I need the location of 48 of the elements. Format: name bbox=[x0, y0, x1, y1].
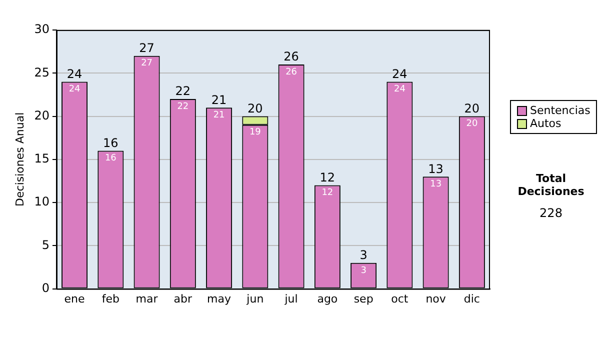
total-label: 20 bbox=[248, 101, 263, 116]
data-label: 12 bbox=[322, 188, 334, 198]
data-label: 19 bbox=[249, 128, 262, 138]
total-label: 24 bbox=[392, 66, 408, 81]
text: Total Decisiones bbox=[516, 172, 586, 198]
y-tick-label: 5 bbox=[42, 238, 50, 252]
y-tick-label: 15 bbox=[34, 152, 50, 166]
total-label: 3 bbox=[360, 248, 368, 262]
x-tick-label: feb bbox=[102, 292, 120, 306]
y-tick-label: 0 bbox=[42, 280, 50, 295]
y-tick-label: 10 bbox=[34, 194, 50, 209]
x-tick-label: dic bbox=[464, 292, 480, 306]
x-tick-label: jun bbox=[246, 292, 264, 306]
data-label: 20 bbox=[466, 119, 478, 130]
data-label: 24 bbox=[68, 84, 81, 95]
x-tick-label: sep bbox=[354, 292, 374, 306]
total-label: 24 bbox=[66, 66, 82, 81]
x-tick-label: abr bbox=[174, 292, 193, 306]
x-tick-label: may bbox=[207, 292, 232, 306]
x-tick-label: jul bbox=[284, 292, 298, 306]
data-label: 24 bbox=[394, 84, 406, 95]
data-label: 21 bbox=[213, 110, 225, 120]
legend-label: Autos bbox=[530, 117, 562, 130]
x-tick-label: nov bbox=[426, 292, 446, 306]
data-label: 27 bbox=[141, 58, 153, 69]
total-label: 27 bbox=[139, 41, 154, 56]
y-tick-label: 20 bbox=[34, 108, 50, 122]
data-label: 16 bbox=[104, 154, 117, 164]
total-label: 13 bbox=[428, 162, 444, 176]
y-axis-title: Decisiones Anual bbox=[13, 112, 26, 206]
x-tick-label: ago bbox=[317, 292, 338, 306]
total-label: 20 bbox=[464, 101, 480, 116]
total-label: 16 bbox=[103, 136, 118, 150]
y-tick-label: 30 bbox=[34, 22, 50, 36]
x-tick-label: ene bbox=[64, 292, 86, 306]
data-label: 3 bbox=[360, 266, 366, 276]
x-tick-label: oct bbox=[391, 292, 409, 306]
total-label: 12 bbox=[320, 170, 336, 184]
total-label: 22 bbox=[175, 84, 191, 98]
data-label: 22 bbox=[177, 102, 189, 112]
total-label: 21 bbox=[211, 92, 227, 107]
legend-label: Sentencias bbox=[530, 104, 590, 117]
y-tick-label: 25 bbox=[34, 65, 50, 80]
data-label: 13 bbox=[430, 179, 442, 190]
total-label: 26 bbox=[284, 50, 299, 64]
x-tick-label: mar bbox=[136, 292, 158, 306]
data-label: 26 bbox=[286, 67, 298, 78]
text: 228 bbox=[538, 206, 564, 220]
